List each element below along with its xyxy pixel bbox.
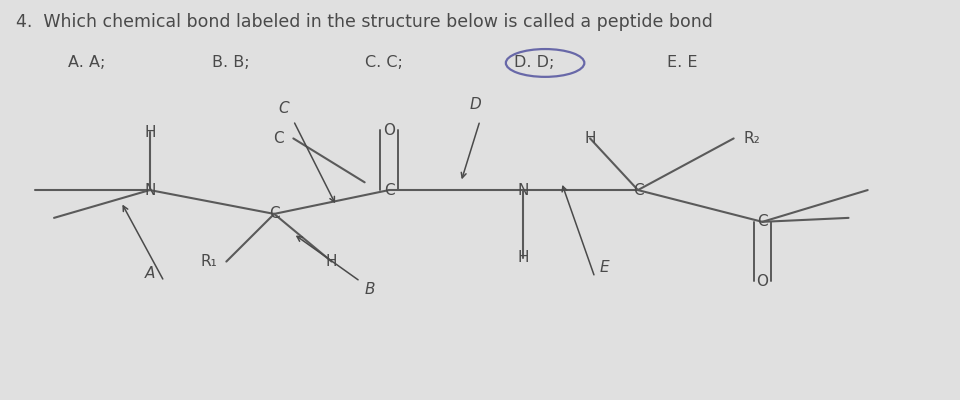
Text: N: N	[144, 182, 156, 198]
Text: O: O	[383, 123, 396, 138]
Text: O: O	[756, 274, 768, 289]
Text: R₂: R₂	[743, 131, 760, 146]
Text: A. A;: A. A;	[68, 56, 106, 70]
Text: E: E	[600, 260, 610, 275]
Text: H: H	[144, 125, 156, 140]
Text: C. C;: C. C;	[365, 56, 403, 70]
Text: H: H	[585, 131, 596, 146]
Text: D. D;: D. D;	[514, 56, 554, 70]
Text: A: A	[145, 266, 155, 281]
Text: H: H	[517, 250, 529, 265]
Text: 4.  Which chemical bond labeled in the structure below is called a peptide bond: 4. Which chemical bond labeled in the st…	[15, 13, 712, 31]
Text: C: C	[269, 206, 279, 222]
Text: C: C	[274, 131, 284, 146]
Text: D: D	[469, 97, 481, 112]
Text: C: C	[757, 214, 768, 229]
Text: E. E: E. E	[666, 56, 697, 70]
Text: B. B;: B. B;	[212, 56, 250, 70]
Text: H: H	[325, 254, 337, 269]
Text: C: C	[384, 182, 395, 198]
Text: C: C	[278, 101, 289, 116]
Text: C: C	[633, 182, 643, 198]
Text: B: B	[365, 282, 375, 297]
Text: R₁: R₁	[200, 254, 217, 269]
Text: N: N	[517, 182, 529, 198]
